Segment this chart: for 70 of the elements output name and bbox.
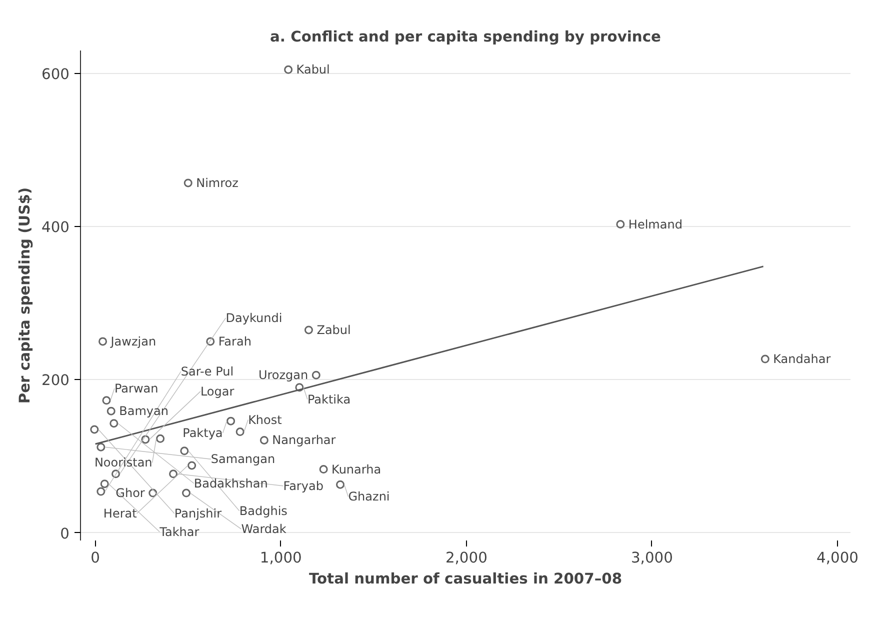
- point: [180, 446, 189, 456]
- point: [98, 337, 108, 346]
- y-axis-title: Per capita spending (US$): [16, 187, 34, 404]
- point: [295, 383, 304, 392]
- annotation: Khost: [248, 412, 282, 427]
- point: [312, 370, 320, 380]
- point: [112, 470, 120, 478]
- annotation: Daykundi: [226, 310, 282, 325]
- point: [102, 396, 111, 405]
- point: [226, 416, 236, 426]
- point: [184, 178, 192, 188]
- point: [100, 480, 109, 488]
- point: [304, 326, 313, 334]
- annotation: Badakhshan: [194, 476, 268, 490]
- annotation: Zabul: [316, 322, 351, 337]
- annotation: Nangarhar: [272, 433, 336, 448]
- point: [188, 461, 196, 470]
- point: [169, 470, 178, 478]
- annotation: Kabul: [296, 62, 330, 77]
- annotation: Bamyan: [119, 404, 168, 418]
- x-tick-label: 1,000: [260, 550, 302, 566]
- annotation: Ghor: [116, 486, 145, 500]
- annotation: Jawzjan: [110, 334, 156, 348]
- point: [616, 220, 625, 229]
- annotation: Sar-e Pul: [180, 364, 234, 378]
- point: [760, 354, 770, 364]
- point: [141, 435, 150, 444]
- point: [156, 434, 165, 443]
- annotation: Wardak: [241, 522, 286, 536]
- point: [284, 65, 293, 74]
- point: [182, 488, 191, 498]
- annotation: Parwan: [114, 381, 158, 396]
- point: [106, 406, 116, 416]
- point: [96, 487, 106, 496]
- annotation: Ghazni: [348, 490, 390, 504]
- annotation: Takhar: [158, 524, 200, 539]
- annotation: Urozgan: [258, 368, 308, 382]
- annotation: Logar: [200, 384, 234, 398]
- annotation: Nooristan: [94, 456, 152, 470]
- point: [110, 419, 118, 428]
- annotation: Herat: [103, 506, 138, 520]
- annotation: Nimroz: [196, 176, 238, 190]
- annotation: Badghis: [239, 504, 288, 518]
- annotation: Kandahar: [773, 352, 831, 366]
- annotation: Paktya: [182, 426, 223, 440]
- annotation: Farah: [218, 334, 252, 348]
- x-axis-title: Total number of casualties in 2007–08: [308, 570, 622, 588]
- annotation: Paktika: [307, 392, 351, 406]
- annotation: Kunarha: [332, 462, 382, 476]
- y-tick-label: 400: [42, 219, 70, 236]
- point: [319, 465, 328, 474]
- y-tick-label: 600: [42, 66, 70, 83]
- y-tick-label: 0: [60, 525, 70, 542]
- x-tick-label: 4,000: [816, 550, 858, 566]
- y-tick-label: 200: [42, 372, 70, 390]
- point: [148, 488, 158, 498]
- point: [236, 428, 244, 436]
- annotation: Faryab: [283, 478, 324, 493]
- point: [206, 337, 215, 346]
- point: [90, 425, 99, 434]
- point: [336, 480, 345, 489]
- x-tick-label: 0: [90, 550, 100, 566]
- point: [96, 442, 106, 452]
- x-tick-label: 2,000: [445, 550, 488, 566]
- x-tick-label: 3,000: [630, 550, 673, 566]
- annotation: Samangan: [210, 452, 276, 466]
- annotation: Helmand: [628, 217, 682, 232]
- point: [260, 436, 268, 444]
- chart-title: a. Conflict and per capita spending by province: [270, 28, 662, 46]
- annotation: Panjshir: [174, 506, 222, 520]
